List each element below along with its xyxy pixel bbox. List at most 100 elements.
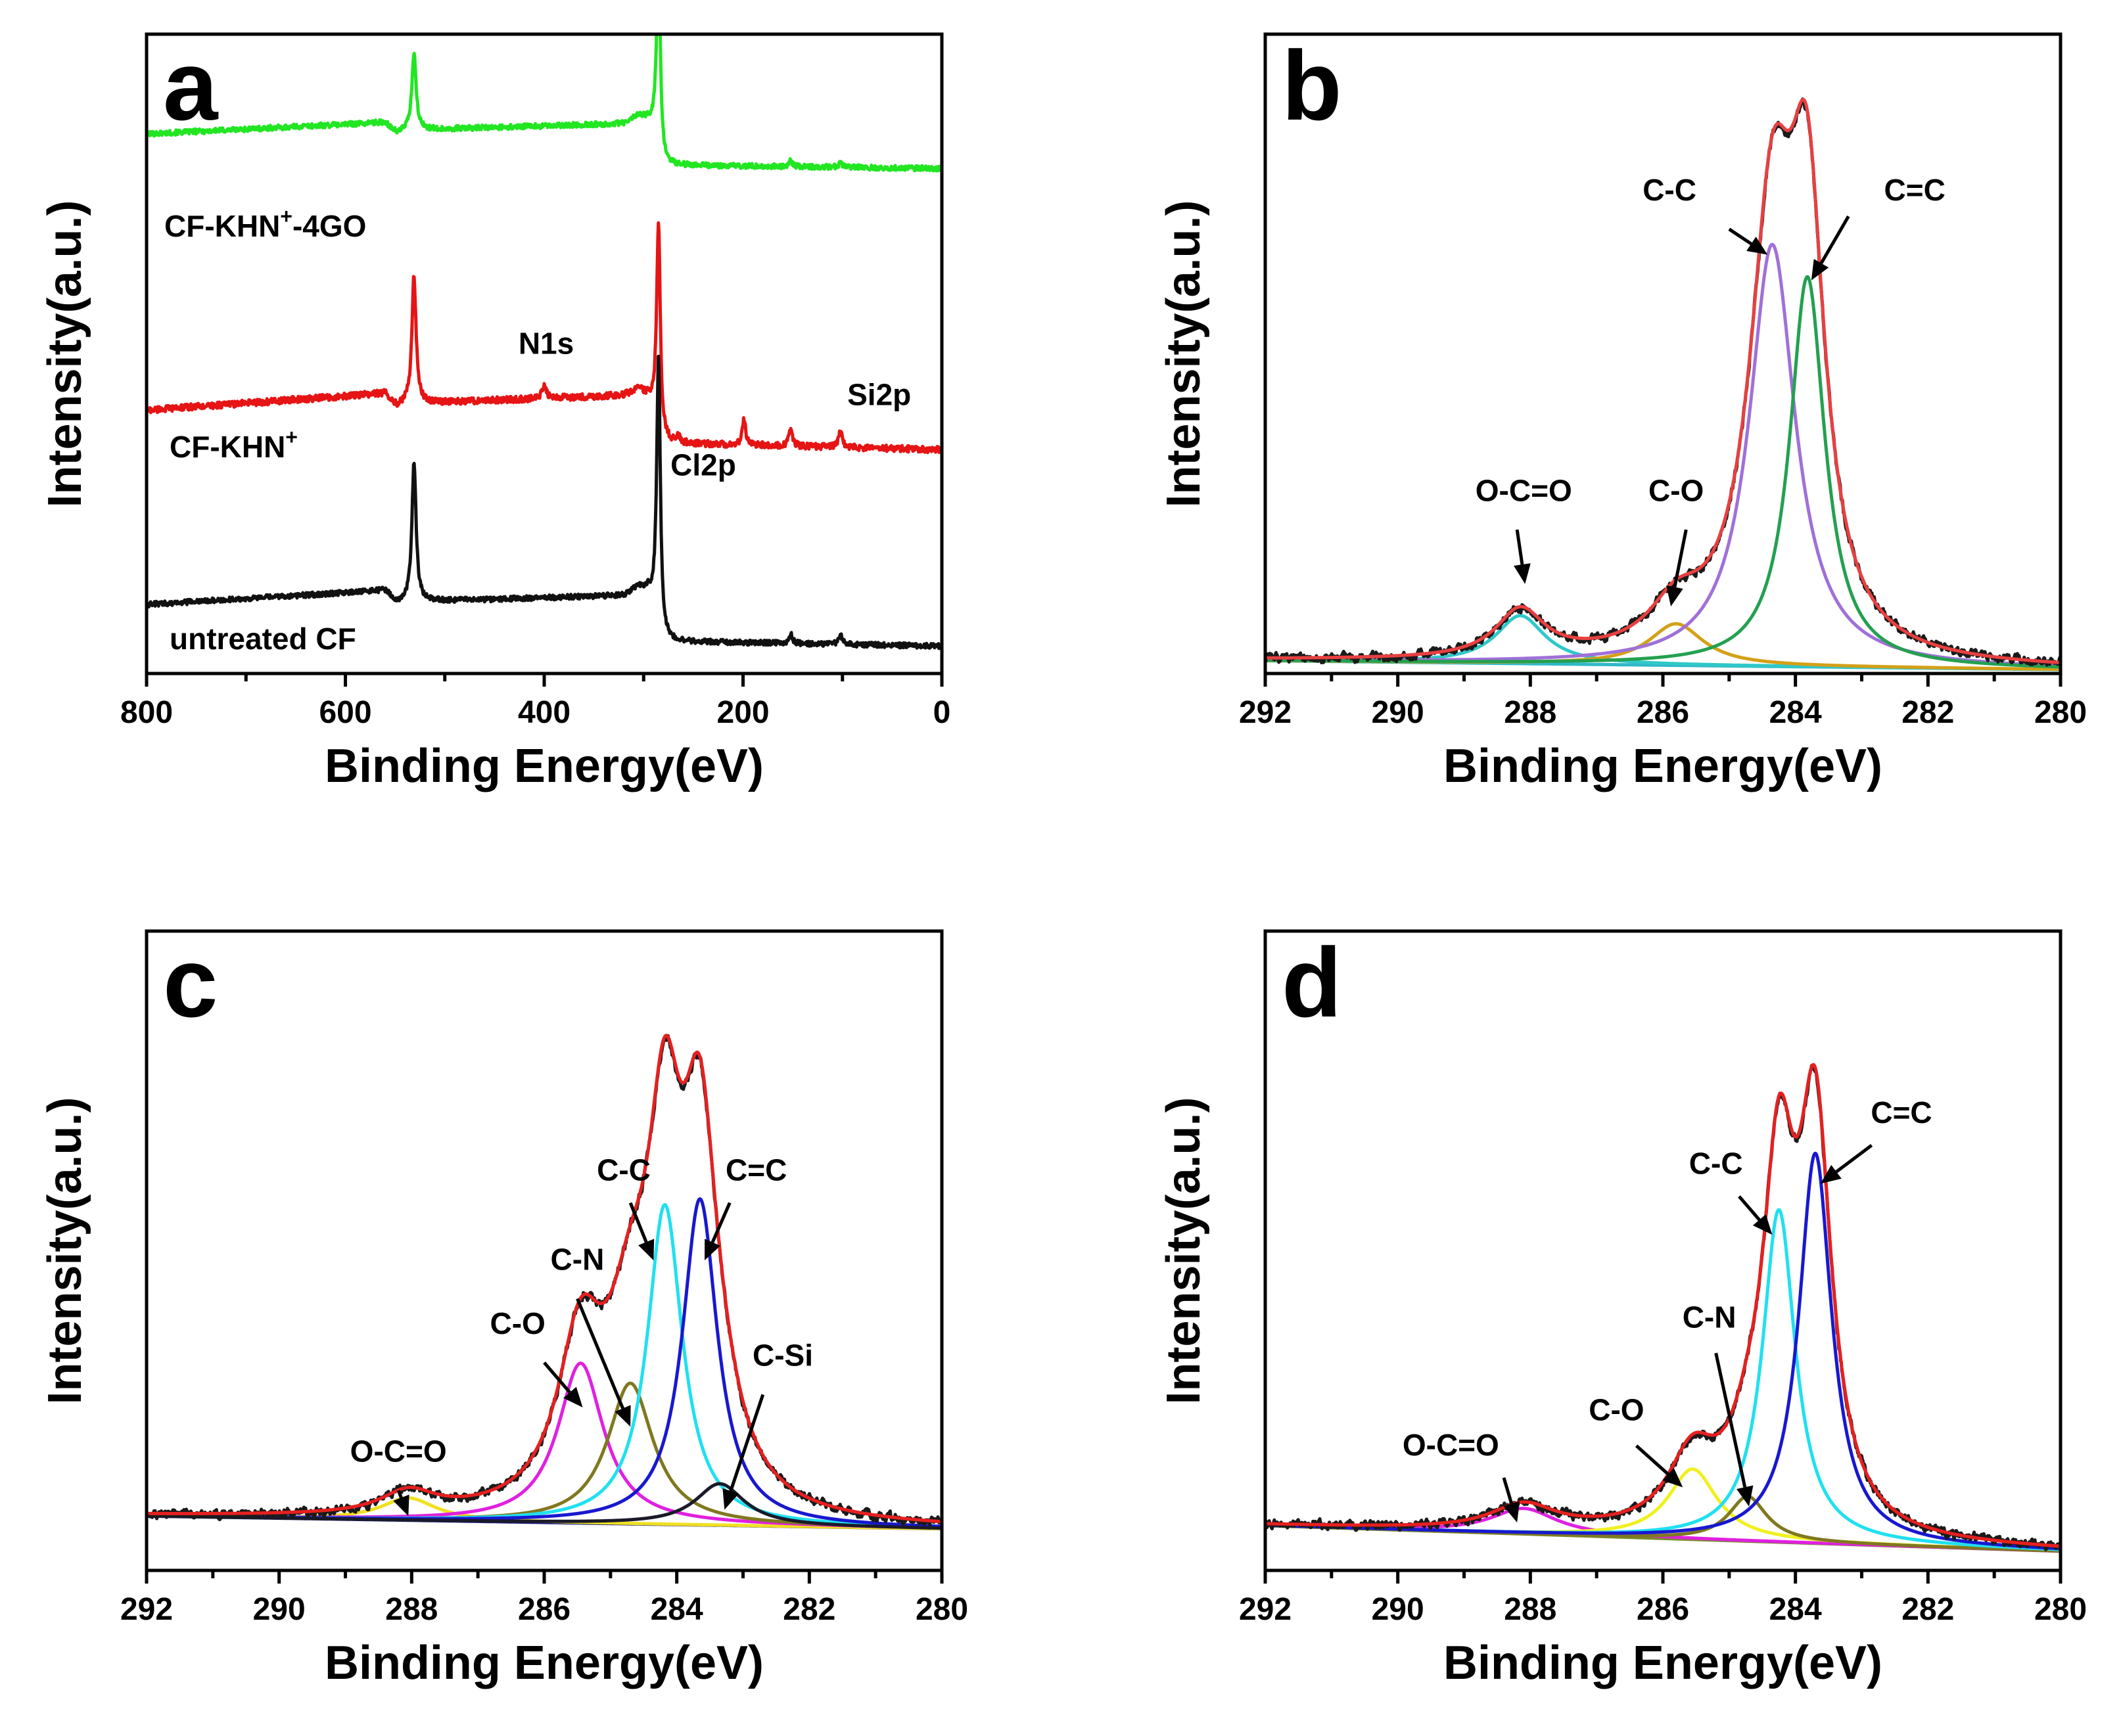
arrow-shaft <box>1714 1352 1747 1488</box>
x-tick-label: 280 <box>916 1592 968 1627</box>
series-label: untreated CF <box>170 622 356 656</box>
series-line-2 <box>147 221 942 455</box>
arrow-head <box>705 1239 720 1261</box>
x-tick-label: 284 <box>1769 1592 1822 1627</box>
arrow-head <box>1820 1164 1842 1184</box>
arrow-shaft <box>711 1202 732 1243</box>
plot-frame <box>1263 32 2063 675</box>
peak-label: O-C=O <box>1403 1428 1499 1462</box>
arrow-shaft <box>1673 529 1688 587</box>
arrow-shaft <box>1502 1477 1514 1504</box>
peak-label: C=C <box>1871 1095 1932 1130</box>
arrow-shaft <box>1738 1195 1761 1222</box>
component-C-C <box>147 1203 942 1529</box>
peak-label: C-C <box>1643 173 1696 207</box>
arrow-head <box>1503 1501 1520 1523</box>
arrow-head <box>393 1494 409 1517</box>
x-tick-label: 282 <box>783 1592 835 1627</box>
arrow-shaft <box>1819 216 1850 264</box>
plot-area <box>147 1034 942 1531</box>
panel-c: O-C=O C-OC-N C-C C=C C-Si 292 290 288 286 284 282 2… <box>39 927 968 1689</box>
peak-label: C-O <box>490 1306 546 1340</box>
panel-d: O-C=O C-O C-N C-C C=C 292 290 288 286 284 282 280 Bi… <box>1157 927 2087 1689</box>
panel-letter: a <box>163 30 219 141</box>
y-axis-title: Intensity(a.u.) <box>39 200 91 507</box>
peak-label: C-N <box>1683 1300 1736 1334</box>
series-label: CF-KHN+ <box>170 425 298 464</box>
panel-letter: d <box>1282 927 1342 1038</box>
x-tick-label: 286 <box>1637 695 1689 730</box>
x-tick-label: 200 <box>716 695 769 730</box>
x-axis-title: Binding Energy(eV) <box>325 1637 764 1689</box>
arrow-head <box>1514 563 1531 584</box>
x-tick-label: 290 <box>1372 695 1424 730</box>
y-axis-title: Intensity(a.u.) <box>39 1097 91 1404</box>
peak-label: C-O <box>1589 1392 1644 1427</box>
peak-label: C-C <box>1689 1147 1743 1181</box>
peak-annotation: Si2p <box>847 377 911 411</box>
x-tick-label: 286 <box>518 1592 571 1627</box>
peak-annotation: Cl2p <box>670 447 736 482</box>
panel-letter: c <box>163 927 218 1038</box>
arrow-head <box>1662 1467 1683 1488</box>
x-tick-label: 286 <box>1637 1592 1689 1627</box>
x-tick-label: 288 <box>385 1592 438 1627</box>
arrow-shaft <box>1835 1143 1873 1174</box>
x-tick-label: 282 <box>1901 695 1954 730</box>
x-tick-label: 0 <box>933 695 951 730</box>
arrow-shaft <box>396 1490 403 1499</box>
arrow-head <box>1752 1214 1773 1235</box>
arrow-head <box>1736 1485 1754 1507</box>
x-tick-label: 284 <box>651 1592 703 1627</box>
panel-a: CF-KHN+-4GO CF-KHN+ untreated CF N1s Si2p Cl2… <box>39 30 951 792</box>
panel-letter: b <box>1282 30 1342 141</box>
peak-label: C-Si <box>753 1338 813 1373</box>
series-label: CF-KHN+-4GO <box>164 204 366 243</box>
plot-area <box>147 34 942 651</box>
x-tick-label: 288 <box>1504 695 1556 730</box>
x-tick-label: 292 <box>1239 1592 1292 1627</box>
x-tick-label: 284 <box>1769 695 1822 730</box>
peak-label: C-C <box>597 1153 651 1187</box>
arrow-shaft <box>1635 1444 1669 1476</box>
component-C-Si <box>147 1482 942 1530</box>
arrow-shaft <box>628 1202 648 1243</box>
fitted-envelope-line <box>1265 97 2061 664</box>
panel-b: O-C=O C-O C-C C=C 292 290 288 286 284 282 280 Bindi… <box>1157 30 2087 792</box>
component-C-C <box>1265 242 2061 668</box>
peak-label: O-C=O <box>1476 473 1572 507</box>
arrow-shaft <box>729 1394 765 1492</box>
fitted-envelope-line <box>147 1034 942 1524</box>
x-tick-label: 280 <box>2034 1592 2087 1627</box>
y-axis-title: Intensity(a.u.) <box>1157 1097 1210 1404</box>
arrow-head <box>563 1386 583 1407</box>
x-tick-label: 292 <box>120 1592 173 1627</box>
series-line-3 <box>147 354 942 651</box>
x-tick-label: 292 <box>1239 695 1292 730</box>
fitted-envelope-line <box>1265 1062 2061 1548</box>
x-axis-title: Binding Energy(eV) <box>1443 740 1882 792</box>
x-tick-label: 600 <box>319 695 371 730</box>
arrow-head <box>615 1405 631 1427</box>
arrow-head <box>1746 237 1768 255</box>
x-tick-label: 800 <box>120 695 173 730</box>
raw-data-line <box>147 1034 942 1526</box>
raw-data-line <box>1265 1064 2061 1551</box>
peak-label: C-O <box>1648 473 1704 507</box>
plot-area <box>1265 1062 2061 1553</box>
plot-frame <box>1263 929 2063 1572</box>
component-C-N <box>147 1381 942 1530</box>
x-tick-label: 282 <box>1901 1592 1954 1627</box>
arrow-shaft <box>576 1298 624 1409</box>
arrow-shaft <box>543 1361 571 1394</box>
plot-area <box>1265 97 2061 672</box>
component-C=C <box>1265 275 2061 669</box>
x-tick-label: 280 <box>2034 695 2087 730</box>
peak-annotation: N1s <box>519 327 574 361</box>
peak-label: O-C=O <box>350 1434 447 1469</box>
series-line-1 <box>147 34 942 173</box>
peak-label: C-N <box>551 1243 605 1277</box>
x-tick-label: 400 <box>518 695 571 730</box>
x-tick-label: 288 <box>1504 1592 1556 1627</box>
arrow-head <box>1666 585 1683 606</box>
